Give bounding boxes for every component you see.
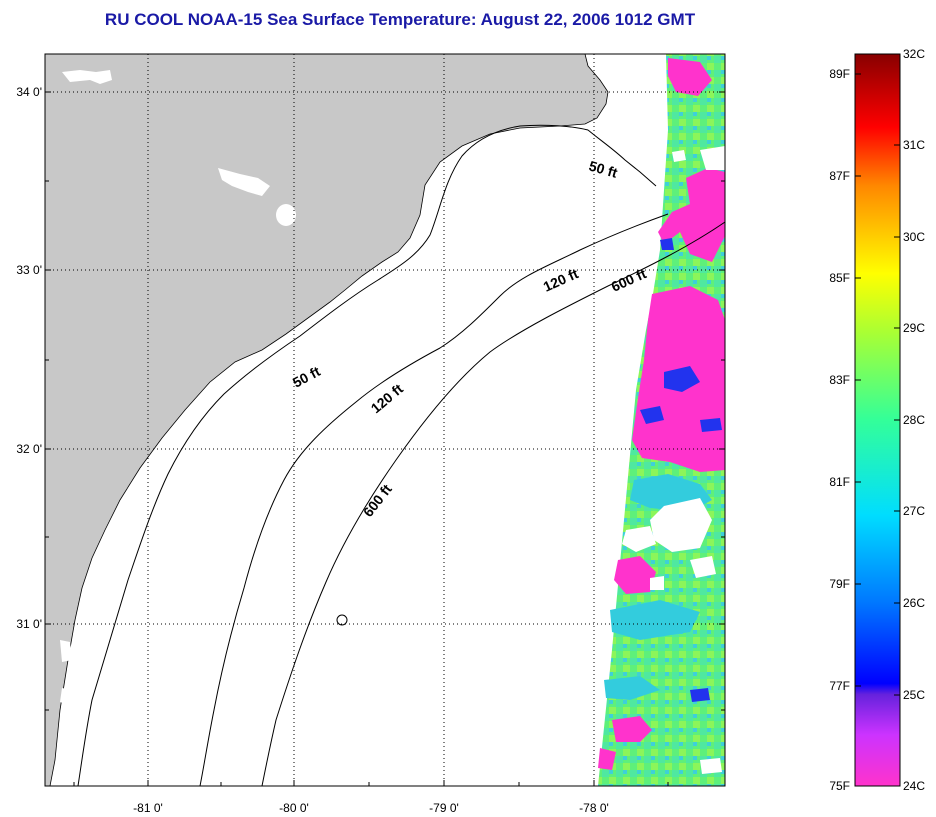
colorbar-f-75: 75F [829, 779, 850, 793]
colorbar-c-30: 30C [903, 230, 925, 244]
lon-label-81: -81 0' [133, 801, 163, 815]
graticule [45, 54, 725, 786]
inland-lake [276, 204, 296, 226]
lat-label-34: 34 0' [16, 85, 42, 99]
colorbar-c-28: 28C [903, 413, 925, 427]
map-frame-border [44, 53, 726, 787]
colorbar-c-24: 24C [903, 779, 925, 793]
colorbar-c-31: 31C [903, 138, 925, 152]
colorbar-f-81: 81F [829, 475, 850, 489]
colorbar-f-83: 83F [829, 373, 850, 387]
inland-lake [218, 168, 270, 196]
inland-lake [60, 640, 72, 662]
colorbar-c-25: 25C [903, 688, 925, 702]
colorbar-f-85: 85F [829, 271, 850, 285]
lat-label-33: 33 0' [16, 263, 42, 277]
colorbar-c-27: 27C [903, 504, 925, 518]
temperature-colorbar: 89F 87F 85F 83F 81F 79F 77F 75F 32C 31C … [829, 47, 925, 793]
land-mass [45, 54, 609, 786]
lon-label-79: -79 0' [429, 801, 459, 815]
seamount-contour [336, 614, 348, 626]
colorbar-f-89: 89F [829, 67, 850, 81]
colorbar-c-32: 32C [903, 47, 925, 61]
lat-label-32: 32 0' [16, 442, 42, 456]
colorbar-c-26: 26C [903, 596, 925, 610]
lon-label-78: -78 0' [579, 801, 609, 815]
inland-lake [60, 688, 72, 706]
map-title: RU COOL NOAA-15 Sea Surface Temperature:… [104, 10, 696, 29]
contour-600ft-line [261, 221, 725, 786]
contour-50ft-line [77, 124, 657, 786]
lat-label-31: 31 0' [16, 617, 42, 631]
sst-swath [598, 54, 725, 786]
colorbar-gradient [854, 53, 901, 787]
colorbar-c-29: 29C [903, 321, 925, 335]
colorbar-f-77: 77F [829, 679, 850, 693]
contour-label-50ft-north: 50 ft [587, 158, 619, 181]
contour-120ft-line [199, 213, 669, 786]
inland-lake [62, 70, 112, 84]
axis-ticks [45, 91, 725, 786]
colorbar-f-79: 79F [829, 577, 850, 591]
lon-label-80: -80 0' [279, 801, 309, 815]
colorbar-f-87: 87F [829, 169, 850, 183]
